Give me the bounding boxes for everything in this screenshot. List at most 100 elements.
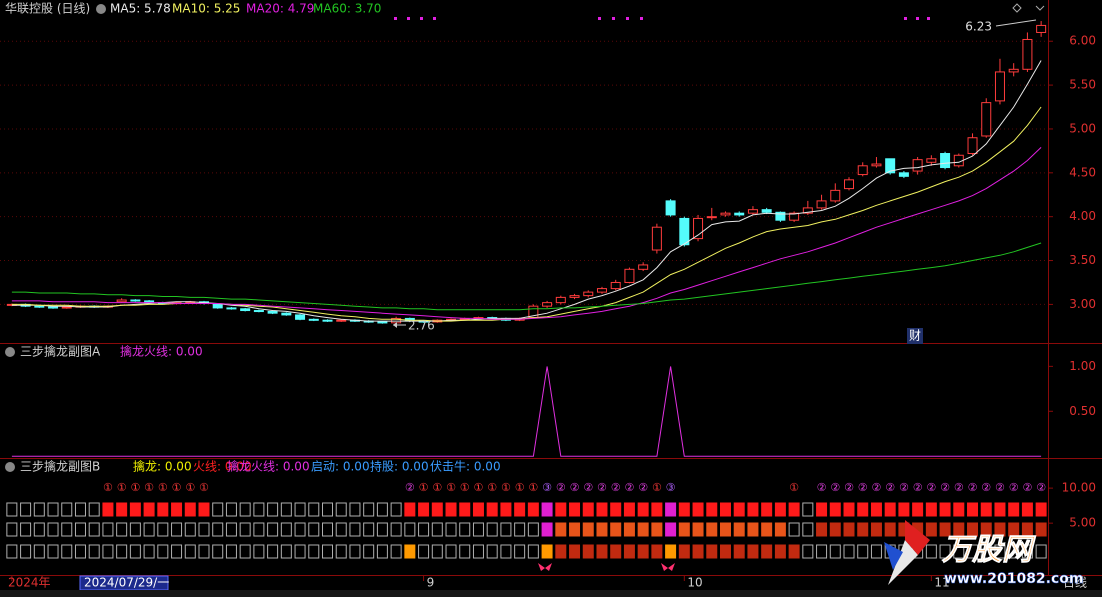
signal-cell (829, 522, 841, 537)
signal-cell (706, 544, 718, 559)
signal-cell (953, 522, 965, 537)
signal-cell (610, 502, 622, 517)
signal-cell (376, 522, 388, 537)
settings-icon[interactable] (5, 462, 15, 472)
signal-label: ② (954, 481, 964, 494)
signal-cell (102, 502, 114, 517)
annotation: 6.23 (965, 20, 992, 34)
logo-rocket-tail (884, 542, 903, 570)
signal-cell (816, 502, 828, 517)
signal-cell (171, 522, 183, 537)
signal-cell (225, 522, 237, 537)
candle-body (706, 216, 717, 219)
signal-cell (212, 544, 224, 559)
signal-cell (129, 522, 141, 537)
signal-cell (761, 502, 773, 517)
signal-cell (719, 502, 731, 517)
candle-body (322, 319, 333, 322)
signal-cell (1021, 502, 1033, 517)
window-icons[interactable] (1012, 3, 1045, 13)
settings-icon[interactable] (5, 347, 15, 357)
signal-cell (74, 502, 86, 517)
signal-cell (500, 522, 512, 537)
signal-cell (418, 544, 430, 559)
candle-body (857, 165, 868, 176)
signal-cell (157, 522, 169, 537)
signal-label: ① (652, 481, 662, 494)
y-tick-label: 3.50 (1069, 253, 1096, 267)
signal-cell (349, 522, 361, 537)
candle-body (336, 319, 347, 322)
signal-cell (308, 544, 320, 559)
signal-cell (541, 544, 553, 559)
signal-cell (322, 522, 334, 537)
tab-bar[interactable] (0, 590, 1102, 597)
signal-cell (802, 502, 814, 517)
signal-cell (116, 502, 128, 517)
signal-cell (349, 544, 361, 559)
signal-cell (486, 544, 498, 559)
signal-cell (1035, 522, 1047, 537)
signal-cell (569, 544, 581, 559)
signal-cell (555, 544, 567, 559)
candle-body (912, 159, 923, 172)
top-markers (394, 17, 930, 20)
candle-body (1022, 38, 1033, 70)
signal-label: ② (570, 481, 580, 494)
signal-cell (514, 522, 526, 537)
signal-cell (514, 544, 526, 559)
signal-cell (719, 522, 731, 537)
signal-cell (198, 522, 210, 537)
y-tick-label: 5.00 (1069, 516, 1096, 530)
signal-label: ② (611, 481, 621, 494)
candle-body (226, 307, 237, 310)
candle-body (816, 200, 827, 209)
legend-entry: MA20: 4.79 (246, 2, 314, 16)
signal-cell (870, 522, 882, 537)
signal-cell (171, 544, 183, 559)
signal-cell (47, 544, 59, 559)
candle-body (747, 209, 758, 214)
candle-body (240, 308, 251, 312)
candle-body (610, 281, 621, 290)
period-label[interactable]: 日线 (1063, 576, 1087, 590)
signal-cell (61, 544, 73, 559)
signal-label: ② (872, 481, 882, 494)
signal-cell (88, 502, 100, 517)
x-tick-label: 2024年 (8, 576, 51, 590)
signal-cell (582, 522, 594, 537)
legend-entry: MA60: 3.70 (313, 2, 381, 16)
candle-body (981, 102, 992, 137)
signal-cell (1035, 544, 1047, 559)
candle-body (555, 296, 566, 304)
signal-label: ① (789, 481, 799, 494)
signal-cell (857, 544, 869, 559)
candle-body (734, 212, 745, 216)
signal-cell (665, 522, 677, 537)
signal-cell (623, 544, 635, 559)
ma-line (11, 60, 1042, 322)
chart-title: 华联控股 (日线) (5, 2, 90, 16)
signal-cell (363, 544, 375, 559)
signal-cell (816, 544, 828, 559)
signal-cell (431, 544, 443, 559)
signal-cell (939, 502, 951, 517)
signal-cell (870, 502, 882, 517)
indicator-label: 火线: 0.00 (193, 460, 252, 474)
signal-cell (102, 544, 114, 559)
signal-cell (555, 522, 567, 537)
annotation: 财 (909, 329, 921, 343)
signal-cell (637, 502, 649, 517)
signal-cell (788, 544, 800, 559)
signal-cell (967, 522, 979, 537)
signal-cell (212, 502, 224, 517)
candle-body (596, 288, 607, 293)
settings-icon[interactable] (96, 4, 106, 14)
signal-cell (390, 502, 402, 517)
signal-cell (472, 522, 484, 537)
signal-cell (733, 522, 745, 537)
signal-cell (870, 544, 882, 559)
candle-body (885, 158, 896, 174)
signal-cell (829, 502, 841, 517)
